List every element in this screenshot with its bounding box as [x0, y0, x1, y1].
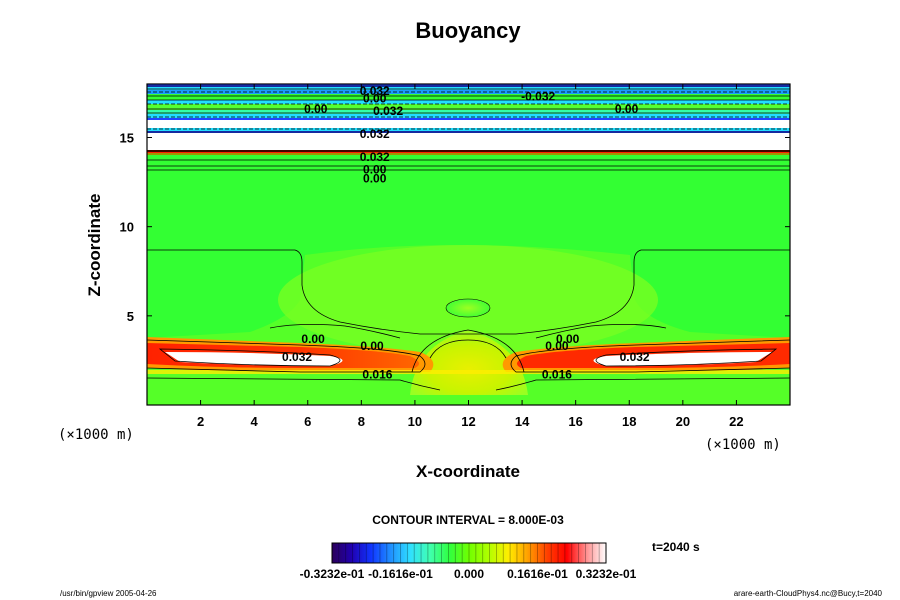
contour-label-13: 0.016 — [362, 368, 392, 382]
contour-label-15: 0.00 — [545, 339, 569, 353]
x-tick-label-10: 22 — [729, 414, 743, 429]
contour-label-5: 0.00 — [615, 102, 639, 116]
x-tick-label-0: 2 — [197, 414, 204, 429]
x-tick-label-4: 10 — [408, 414, 422, 429]
contour-label-12: 0.032 — [282, 350, 312, 364]
y-unit-label: (×1000 m) — [58, 427, 134, 443]
x-tick-label-6: 14 — [515, 414, 530, 429]
colorbar-label-1: -0.1616e-01 — [368, 567, 433, 581]
contour-label-0: 0.032 — [360, 84, 390, 98]
y-axis-label: Z-coordinate — [85, 194, 104, 297]
top-band-7 — [147, 110, 790, 114]
footer-left: /usr/bin/gpview 2005-04-26 — [60, 589, 157, 598]
lower-band-left-white — [165, 352, 343, 366]
contour-label-17: 0.016 — [542, 368, 572, 382]
contour-label-8: 0.00 — [363, 163, 387, 177]
x-tick-label-7: 16 — [568, 414, 582, 429]
white-gap-1 — [147, 120, 790, 128]
contour-label-11: 0.00 — [360, 339, 384, 353]
colorbar-label-4: 0.3232e-01 — [576, 567, 637, 581]
upper-lobe — [445, 298, 491, 318]
x-unit-label: (×1000 m) — [705, 437, 781, 453]
top-band-10 — [147, 128, 790, 131]
x-tick-label-3: 8 — [358, 414, 365, 429]
lower-band-yellow — [147, 370, 790, 374]
top-band-4 — [147, 94, 790, 100]
y-ticks: 5 10 15 — [120, 131, 790, 324]
contour-label-1: 0.00 — [363, 91, 387, 105]
top-band-6 — [147, 104, 790, 110]
y-tick-label-0: 5 — [127, 309, 134, 324]
chart-title: Buoyancy — [415, 18, 521, 43]
lower-band-right-white — [593, 352, 772, 366]
x-tick-label-2: 6 — [304, 414, 311, 429]
colorbar-labels: -0.3232e-01 -0.1616e-01 0.000 0.1616e-01 0.3… — [300, 567, 637, 581]
colorbar: -0.3232e-01 -0.1616e-01 0.000 0.1616e-01 0.3… — [300, 542, 637, 581]
colorbar-ticks — [338, 543, 600, 563]
contour-label-9: 0.00 — [363, 172, 387, 186]
contour-label-6: 0.032 — [360, 127, 390, 141]
contour-label-4: -0.032 — [521, 89, 555, 103]
contour-label-2: 0.032 — [373, 104, 403, 118]
colorbar-fill — [331, 542, 607, 564]
contour-label-16: 0.032 — [620, 350, 650, 364]
core-region — [410, 330, 528, 395]
contour-label-3: 0.00 — [304, 102, 328, 116]
x-tick-label-5: 12 — [461, 414, 475, 429]
y-tick-label-2: 15 — [120, 131, 134, 146]
time-text: t=2040 s — [652, 540, 700, 554]
contour-interval-text: CONTOUR INTERVAL = 8.000E-03 — [372, 513, 564, 527]
y-tick-label-1: 10 — [120, 220, 134, 235]
contour-label-14: 0.00 — [556, 332, 580, 346]
x-tick-label-9: 20 — [676, 414, 690, 429]
contour-label-10: 0.00 — [301, 332, 325, 346]
plot-area: 0.0320.000.0320.00-0.0320.000.0320.0320.… — [147, 84, 790, 405]
contour-label-7: 0.032 — [360, 150, 390, 164]
x-tick-label-8: 18 — [622, 414, 636, 429]
colorbar-label-3: 0.1616e-01 — [507, 567, 568, 581]
x-tick-label-1: 4 — [251, 414, 259, 429]
footer-right: arare-earth-CloudPhys4.nc@Bucy,t=2040 — [734, 589, 883, 598]
colorbar-label-0: -0.3232e-01 — [300, 567, 365, 581]
contour-labels: 0.0320.000.0320.00-0.0320.000.0320.0320.… — [282, 84, 650, 382]
x-ticks: 2 4 6 8 10 12 14 16 18 20 22 — [197, 84, 744, 429]
white-gap-2 — [147, 133, 790, 150]
colorbar-label-2: 0.000 — [454, 567, 484, 581]
top-band-9 — [147, 118, 790, 120]
top-band-8 — [147, 114, 790, 118]
top-band-5 — [147, 100, 790, 104]
x-axis-label: X-coordinate — [416, 462, 520, 481]
